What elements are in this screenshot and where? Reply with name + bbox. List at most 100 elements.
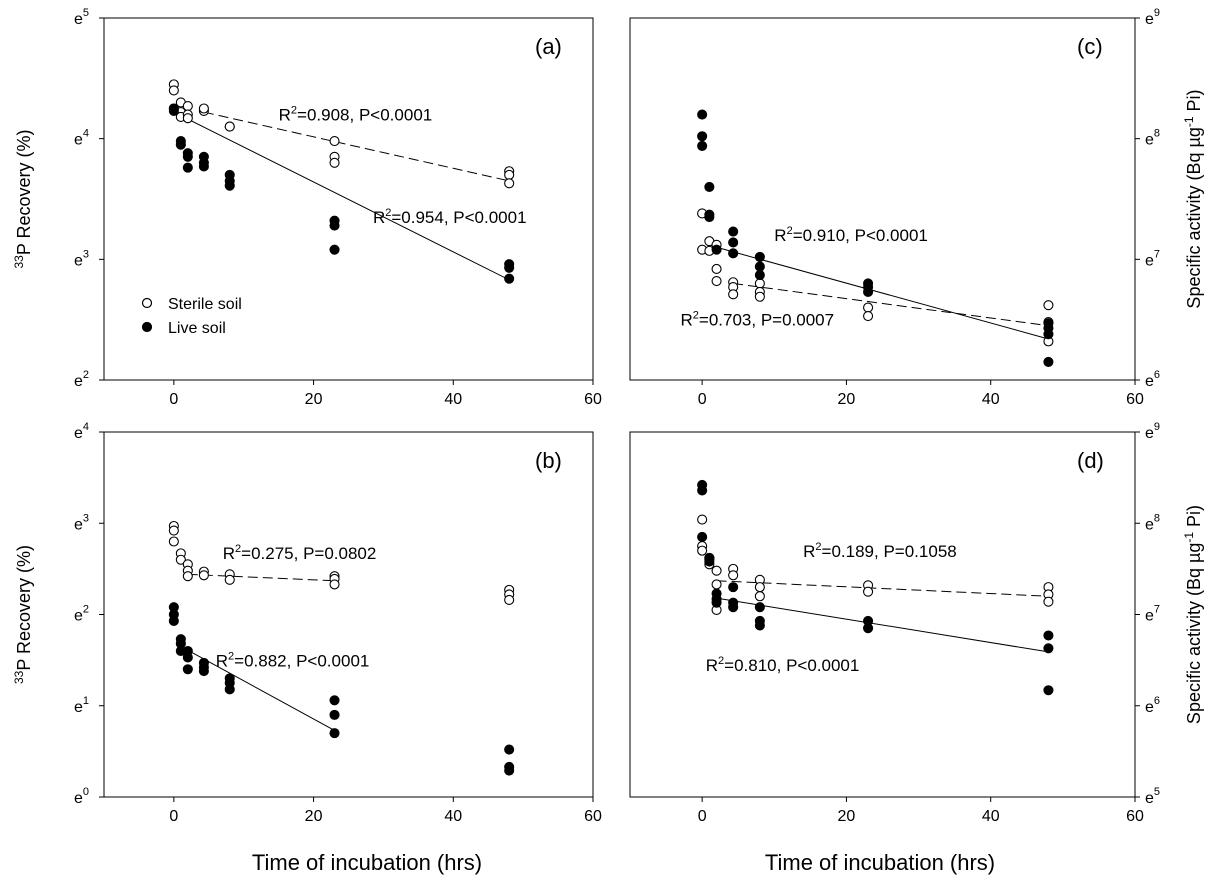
- data-point-live: [329, 695, 340, 706]
- data-point-live: [728, 582, 739, 593]
- data-point-sterile: [711, 276, 722, 287]
- annotation-text: =0.882, P<0.0001: [234, 652, 369, 671]
- fit-line-sterile: [203, 111, 510, 182]
- y-tick-label: e4: [74, 128, 89, 149]
- y-tick-base: e: [1145, 11, 1154, 28]
- annotation-live: R2=0.954, P<0.0001: [373, 207, 527, 227]
- annotation-sterile: R2=0.703, P=0.0007: [681, 310, 835, 330]
- data-point-sterile: [182, 113, 193, 124]
- data-point-live: [697, 131, 708, 142]
- annotation-r: R: [223, 544, 235, 563]
- y-axis-label-pre: Specific activity (Bq µg: [1184, 127, 1204, 308]
- data-point-sterile: [728, 570, 739, 581]
- x-tick-label: 40: [982, 391, 1000, 408]
- y-tick-label: e8: [1145, 512, 1160, 533]
- x-tick-label: 60: [584, 391, 602, 408]
- y-tick-base: e: [74, 132, 83, 149]
- legend-sterile-marker: [141, 297, 153, 309]
- data-point-live: [728, 248, 739, 259]
- y-tick-base: e: [1145, 516, 1154, 533]
- y-tick-exponent: 2: [83, 604, 89, 616]
- y-tick-exponent: 6: [1154, 369, 1160, 381]
- legend-live-marker: [141, 321, 153, 333]
- fit-line-sterile: [733, 282, 1049, 327]
- annotation-text: =0.810, P<0.0001: [724, 656, 859, 675]
- data-point-live: [754, 269, 765, 281]
- y-tick-exponent: 3: [83, 248, 89, 260]
- y-tick-exponent: 4: [83, 128, 89, 140]
- y-axis-label-main: P Recovery (%): [14, 545, 34, 671]
- y-tick-exponent: 0: [83, 786, 89, 798]
- data-point-sterile: [1043, 300, 1054, 311]
- data-point-live: [704, 212, 715, 223]
- data-point-sterile: [711, 263, 722, 275]
- annotation-sup: 2: [228, 651, 234, 663]
- y-tick-base: e: [1145, 132, 1154, 149]
- y-tick-label: e3: [74, 248, 89, 269]
- data-point-live: [754, 261, 765, 272]
- y-tick-exponent: 5: [1154, 786, 1160, 798]
- annotation-r: R: [681, 311, 693, 330]
- data-point-sterile: [168, 536, 179, 547]
- annotation-sup: 2: [718, 655, 724, 667]
- panel-label: (b): [535, 448, 562, 473]
- data-point-sterile: [711, 579, 722, 590]
- y-axis-label-post: Pi): [1184, 89, 1204, 116]
- data-point-live: [504, 262, 515, 273]
- x-tick-label: 0: [698, 391, 707, 408]
- fit-line-live: [716, 597, 1049, 653]
- annotation-sterile: R2=0.189, P=0.1058: [803, 541, 957, 561]
- annotation-r: R: [706, 656, 718, 675]
- y-tick-base: e: [74, 699, 83, 716]
- data-point-live: [504, 273, 515, 284]
- y-tick-base: e: [1145, 790, 1154, 807]
- y-tick-base: e: [1145, 425, 1154, 442]
- data-point-sterile: [697, 545, 708, 556]
- data-point-sterile: [697, 514, 708, 525]
- annotation-r: R: [216, 652, 228, 671]
- x-tick-label: 0: [169, 808, 178, 825]
- x-tick-label: 60: [1126, 391, 1144, 408]
- data-point-live: [329, 728, 340, 739]
- panel-label: (d): [1077, 448, 1104, 473]
- y-tick-label: e2: [74, 369, 89, 390]
- data-point-sterile: [198, 570, 209, 581]
- y-tick-label: e1: [74, 695, 89, 716]
- data-point-live: [754, 620, 765, 631]
- data-point-sterile: [504, 178, 515, 189]
- y-tick-exponent: 7: [1154, 604, 1160, 616]
- x-axis-label-right: Time of incubation (hrs): [765, 850, 995, 875]
- annotation-sup: 2: [815, 541, 821, 553]
- y-tick-base: e: [1145, 699, 1154, 716]
- y-tick-label: e3: [74, 512, 89, 533]
- y-tick-label: e9: [1145, 7, 1160, 28]
- annotation-live: R2=0.882, P<0.0001: [216, 651, 370, 671]
- y-axis-label: 33P Recovery (%): [12, 129, 34, 268]
- data-point-sterile: [863, 586, 874, 597]
- y-tick-exponent: 1: [83, 695, 89, 707]
- y-tick-exponent: 7: [1154, 248, 1160, 260]
- annotation-sup: 2: [235, 543, 241, 555]
- y-tick-label: e6: [1145, 695, 1160, 716]
- data-point-sterile: [182, 571, 193, 582]
- data-point-sterile: [863, 302, 874, 313]
- x-tick-label: 0: [698, 808, 707, 825]
- data-point-live: [711, 244, 722, 255]
- data-point-sterile: [754, 582, 765, 593]
- panel-label: (a): [535, 34, 562, 59]
- data-point-live: [1043, 685, 1054, 696]
- fit-line-live: [716, 246, 1049, 340]
- y-tick-label: e6: [1145, 369, 1160, 390]
- y-tick-exponent: 3: [83, 512, 89, 524]
- data-point-sterile: [728, 289, 739, 300]
- y-tick-exponent: 5: [83, 7, 89, 19]
- y-tick-base: e: [74, 252, 83, 269]
- data-point-sterile: [1043, 596, 1054, 607]
- y-axis-label-sup: 33: [12, 255, 26, 269]
- data-point-live: [1043, 329, 1054, 340]
- y-tick-label: e7: [1145, 604, 1160, 625]
- legend: Sterile soil Live soil: [141, 296, 242, 337]
- data-point-live: [168, 105, 179, 116]
- x-tick-label: 40: [444, 391, 462, 408]
- annotation-text: =0.908, P<0.0001: [297, 106, 432, 125]
